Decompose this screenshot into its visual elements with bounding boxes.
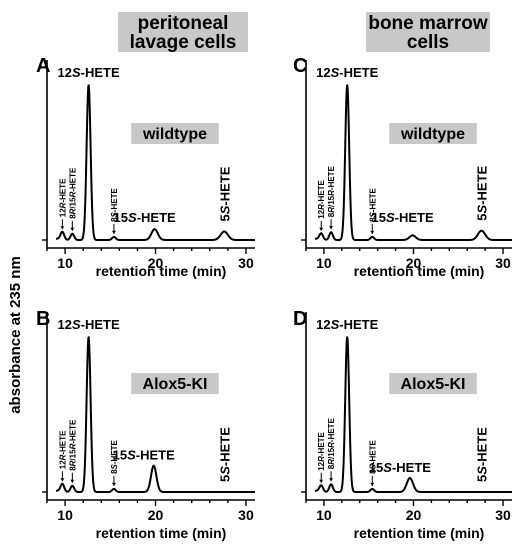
peak-label-8s-hete-B: 8S-HETE [110,439,119,473]
peak-label-15s-hete-C: 15S-HETE [372,210,434,225]
panel-B: B 10 20 30 retention time (min) Alox5-KI 12S-H… [36,308,256,541]
condition-box-B [131,373,219,394]
panels: A 10 20 30 retention time (min) wildtype 12S-H… [36,55,513,541]
peak-label-15s-hete-B: 15S-HETE [113,448,175,463]
x-axis-label-D: retention time (min) [354,525,485,541]
condition-label-D: Alox5-KI [401,376,466,393]
peak-label-12s-hete-A: 12S-HETE [58,65,120,80]
peak-label-8r-15r-hete-B: 8R/15R-HETE [68,419,77,471]
peak-arrowhead-8r-15r-hete-B [70,479,75,483]
y-axis-label: absorbance at 235 nm [7,256,24,414]
x-tick-label-D-20: 20 [406,507,422,523]
x-tick-label-A-30: 30 [238,255,254,271]
peak-label-15s-hete-A: 15S-HETE [114,210,176,225]
x-tick-label-C-20: 20 [406,255,422,271]
x-tick-label-B-10: 10 [57,507,73,523]
header-right-line1: bone marrow [368,13,488,34]
x-tick-label-D-30: 30 [495,507,511,523]
peak-label-8s-hete-A: 8S-HETE [110,187,119,221]
chromatogram-trace-D [314,336,513,493]
x-axis-label-C: retention time (min) [354,263,485,279]
peak-label-15s-hete-D: 15S-HETE [369,460,431,475]
header-left-line1: peritoneal [138,13,229,34]
header-right-line2: cells [407,32,449,53]
x-tick-label-C-30: 30 [495,255,511,271]
x-tick-label-B-20: 20 [148,507,164,523]
peak-arrowhead-8s-hete-C [370,230,375,234]
peak-label-12s-hete-D: 12S-HETE [316,317,378,332]
peak-label-12r-hete-A: 12R-HETE [58,178,67,217]
peak-label-8r-15r-hete-C: 8R/15R-HETE [327,165,336,217]
x-tick-label-C-10: 10 [316,255,332,271]
peak-arrowhead-12r-hete-B [60,478,65,482]
chromatogram-trace-B [55,336,256,493]
panel-letter-B: B [36,308,50,330]
x-tick-label-D-10: 10 [316,507,332,523]
peak-arrowhead-12r-hete-A [60,226,65,230]
header-left: peritoneal lavage cells [118,12,248,53]
x-axis-label-A: retention time (min) [96,263,227,279]
peak-label-12r-hete-D: 12R-HETE [317,431,326,470]
peak-arrowhead-8s-hete-A [111,230,116,234]
condition-label-C: wildtype [400,126,465,143]
condition-label-A: wildtype [142,126,207,143]
condition-label-B: Alox5-KI [143,376,208,393]
chromatogram-trace-C [314,84,513,241]
peak-label-8s-hete-C: 8S-HETE [368,187,377,221]
peak-label-12s-hete-C: 12S-HETE [316,65,378,80]
x-tick-label-A-20: 20 [148,255,164,271]
condition-box-D [389,373,477,394]
chromatogram-trace-A [55,84,256,241]
condition-box-A [131,123,219,144]
x-axis-label-B: retention time (min) [96,525,227,541]
x-tick-label-A-10: 10 [57,255,73,271]
peak-arrowhead-8s-hete-D [370,482,375,486]
peak-label-5s-hete-D: 5S-HETE [475,427,490,482]
peak-label-5s-hete-B: 5S-HETE [217,427,232,482]
panel-D: D 10 20 30 retention time (min) Alox5-KI 12S-H… [293,308,513,541]
condition-box-C [389,123,477,144]
x-tick-label-B-30: 30 [238,507,254,523]
peak-arrowhead-8r-15r-hete-D [329,478,334,482]
peak-label-5s-hete-C: 5S-HETE [475,165,490,220]
panel-A: A 10 20 30 retention time (min) wildtype 12S-H… [36,55,256,279]
header-right: bone marrow cells [366,12,490,53]
peak-arrowhead-8r-15r-hete-A [70,227,75,231]
panel-letter-C: C [293,55,307,77]
header-left-line2: lavage cells [130,32,237,53]
peak-label-12r-hete-B: 12R-HETE [58,430,67,469]
peak-label-8s-hete-D: 8S-HETE [368,439,377,473]
peak-label-12r-hete-C: 12R-HETE [317,179,326,218]
peak-arrowhead-8r-15r-hete-C [329,226,334,230]
panel-letter-D: D [293,308,307,330]
peak-label-5s-hete-A: 5S-HETE [217,166,232,221]
peak-arrowhead-8s-hete-B [111,482,116,486]
panel-C: C 10 20 30 retention time (min) wildtype 12S-H… [293,55,513,279]
peak-label-8r-15r-hete-A: 8R/15R-HETE [68,167,77,219]
peak-label-12s-hete-B: 12S-HETE [58,317,120,332]
peak-arrowhead-12r-hete-D [319,479,324,483]
panel-letter-A: A [36,55,50,77]
peak-label-8r-15r-hete-D: 8R/15R-HETE [327,417,336,469]
peak-arrowhead-12r-hete-C [319,227,324,231]
